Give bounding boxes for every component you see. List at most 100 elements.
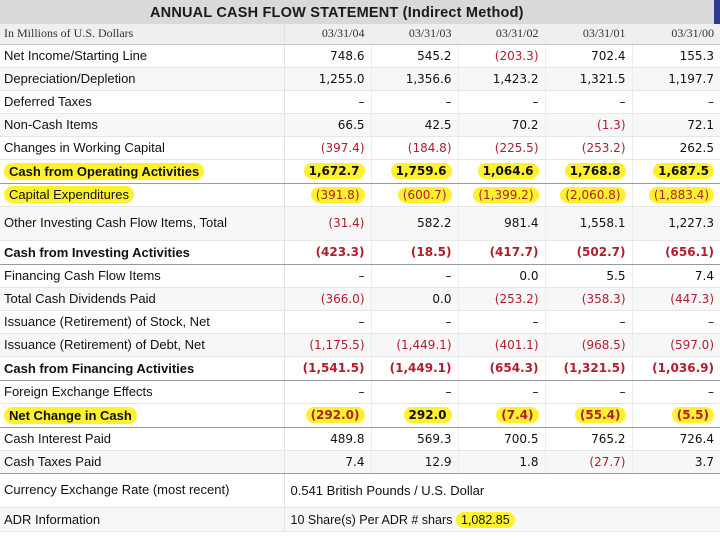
- cell-value: (1,175.5): [284, 333, 372, 357]
- cell-value: (397.4): [284, 136, 372, 160]
- cell-value: 1,064.6: [458, 159, 546, 184]
- cell-value: –: [371, 310, 459, 334]
- table-row: Issuance (Retirement) of Stock, Net – – …: [0, 310, 720, 334]
- cell-value: 7.4: [284, 450, 372, 474]
- highlight-mark: Cash from Operating Activities: [4, 162, 205, 180]
- cell-value: –: [284, 380, 372, 404]
- cell-value: 0.0: [458, 264, 546, 288]
- cell-value: (1,449.1): [371, 333, 459, 357]
- cell-value: 489.8: [284, 427, 372, 451]
- cell-value: 1,423.2: [458, 67, 546, 91]
- fx-rate-row: Currency Exchange Rate (most recent) 0.5…: [0, 473, 720, 508]
- cell-value: (55.4): [545, 403, 633, 428]
- cell-value: (358.3): [545, 287, 633, 311]
- cell-value: 1,672.7: [284, 159, 372, 184]
- cell-value: (1,036.9): [632, 356, 720, 381]
- row-label: Cash from Investing Activities: [0, 240, 285, 265]
- cell-value: 5.5: [545, 264, 633, 288]
- cell-value: 155.3: [632, 44, 720, 68]
- cell-value: 12.9: [371, 450, 459, 474]
- cell-value: –: [371, 90, 459, 114]
- cell-value: (1,449.1): [371, 356, 459, 381]
- cell-value: –: [458, 380, 546, 404]
- cell-value: (1,541.5): [284, 356, 372, 381]
- cell-value: 702.4: [545, 44, 633, 68]
- table-row: Capital Expenditures (391.8) (600.7) (1,…: [0, 183, 720, 207]
- period-header: 03/31/00: [632, 24, 720, 45]
- adr-value: 10 Share(s) Per ADR # shars 1,082.85: [284, 507, 720, 532]
- cell-value: (253.2): [458, 287, 546, 311]
- cell-value: –: [632, 380, 720, 404]
- fx-rate-label: Currency Exchange Rate (most recent): [0, 473, 285, 508]
- cell-value: (656.1): [632, 240, 720, 265]
- table-row: Depreciation/Depletion 1,255.0 1,356.6 1…: [0, 67, 720, 91]
- cell-value: –: [284, 310, 372, 334]
- row-label: Net Income/Starting Line: [0, 44, 285, 68]
- table-row-total: Cash from Financing Activities (1,541.5)…: [0, 356, 720, 381]
- row-label: Deferred Taxes: [0, 90, 285, 114]
- adr-value-text: 10 Share(s) Per ADR # shars: [290, 512, 453, 527]
- row-label: Total Cash Dividends Paid: [0, 287, 285, 311]
- cell-value: (1,399.2): [458, 183, 546, 207]
- cell-value: 726.4: [632, 427, 720, 451]
- cell-value: 1,197.7: [632, 67, 720, 91]
- row-label: Capital Expenditures: [0, 183, 285, 207]
- row-label: Other Investing Cash Flow Items, Total: [0, 206, 285, 241]
- row-label: Issuance (Retirement) of Stock, Net: [0, 310, 285, 334]
- cell-value: (1,883.4): [632, 183, 720, 207]
- row-label: Cash Interest Paid: [0, 427, 285, 451]
- row-label: Cash from Operating Activities: [0, 159, 285, 184]
- cell-value: –: [371, 264, 459, 288]
- row-label: Issuance (Retirement) of Debt, Net: [0, 333, 285, 357]
- period-header: 03/31/02: [458, 24, 546, 45]
- table-row: Total Cash Dividends Paid (366.0) 0.0 (2…: [0, 287, 720, 311]
- row-label: Net Change in Cash: [0, 403, 285, 428]
- cell-value: 582.2: [371, 206, 459, 241]
- cell-value: –: [545, 380, 633, 404]
- cell-value: (18.5): [371, 240, 459, 265]
- cell-value: (225.5): [458, 136, 546, 160]
- table-row: Issuance (Retirement) of Debt, Net (1,17…: [0, 333, 720, 357]
- cell-value: (423.3): [284, 240, 372, 265]
- cell-value: 1,356.6: [371, 67, 459, 91]
- cell-value: 262.5: [632, 136, 720, 160]
- cell-value: –: [284, 90, 372, 114]
- table-row: Cash Taxes Paid 7.4 12.9 1.8 (27.7) 3.7: [0, 450, 720, 474]
- fx-rate-value: 0.541 British Pounds / U.S. Dollar: [284, 473, 720, 508]
- cell-value: 1,759.6: [371, 159, 459, 184]
- cash-flow-table: In Millions of U.S. Dollars 03/31/04 03/…: [0, 24, 720, 532]
- cell-value: –: [545, 310, 633, 334]
- cell-value: 292.0: [371, 403, 459, 428]
- table-row: Non-Cash Items 66.5 42.5 70.2 (1.3) 72.1: [0, 113, 720, 137]
- cell-value: (31.4): [284, 206, 372, 241]
- table-row: Financing Cash Flow Items – – 0.0 5.5 7.…: [0, 264, 720, 288]
- cell-value: 3.7: [632, 450, 720, 474]
- cell-value: 765.2: [545, 427, 633, 451]
- cell-value: –: [458, 90, 546, 114]
- cell-value: 981.4: [458, 206, 546, 241]
- row-label: Depreciation/Depletion: [0, 67, 285, 91]
- title-bar: ANNUAL CASH FLOW STATEMENT (Indirect Met…: [0, 0, 720, 25]
- row-label: Foreign Exchange Effects: [0, 380, 285, 404]
- adr-value-highlight: 1,082.85: [456, 511, 515, 528]
- header-row: In Millions of U.S. Dollars 03/31/04 03/…: [0, 24, 720, 45]
- table-row-total: Net Change in Cash (292.0) 292.0 (7.4) (…: [0, 403, 720, 428]
- cell-value: (401.1): [458, 333, 546, 357]
- cell-value: (253.2): [545, 136, 633, 160]
- cell-value: 1,321.5: [545, 67, 633, 91]
- table-row: Other Investing Cash Flow Items, Total (…: [0, 206, 720, 241]
- cell-value: 0.0: [371, 287, 459, 311]
- table-row: Net Income/Starting Line 748.6 545.2 (20…: [0, 44, 720, 68]
- cell-value: (968.5): [545, 333, 633, 357]
- cell-value: (7.4): [458, 403, 546, 428]
- table-row-total: Cash from Operating Activities 1,672.7 1…: [0, 159, 720, 184]
- row-label: Changes in Working Capital: [0, 136, 285, 160]
- accent-strip: [714, 0, 720, 24]
- cell-value: –: [371, 380, 459, 404]
- cell-value: 42.5: [371, 113, 459, 137]
- cell-value: 70.2: [458, 113, 546, 137]
- cell-value: (1.3): [545, 113, 633, 137]
- cell-value: 569.3: [371, 427, 459, 451]
- row-label: Cash Taxes Paid: [0, 450, 285, 474]
- cell-value: (600.7): [371, 183, 459, 207]
